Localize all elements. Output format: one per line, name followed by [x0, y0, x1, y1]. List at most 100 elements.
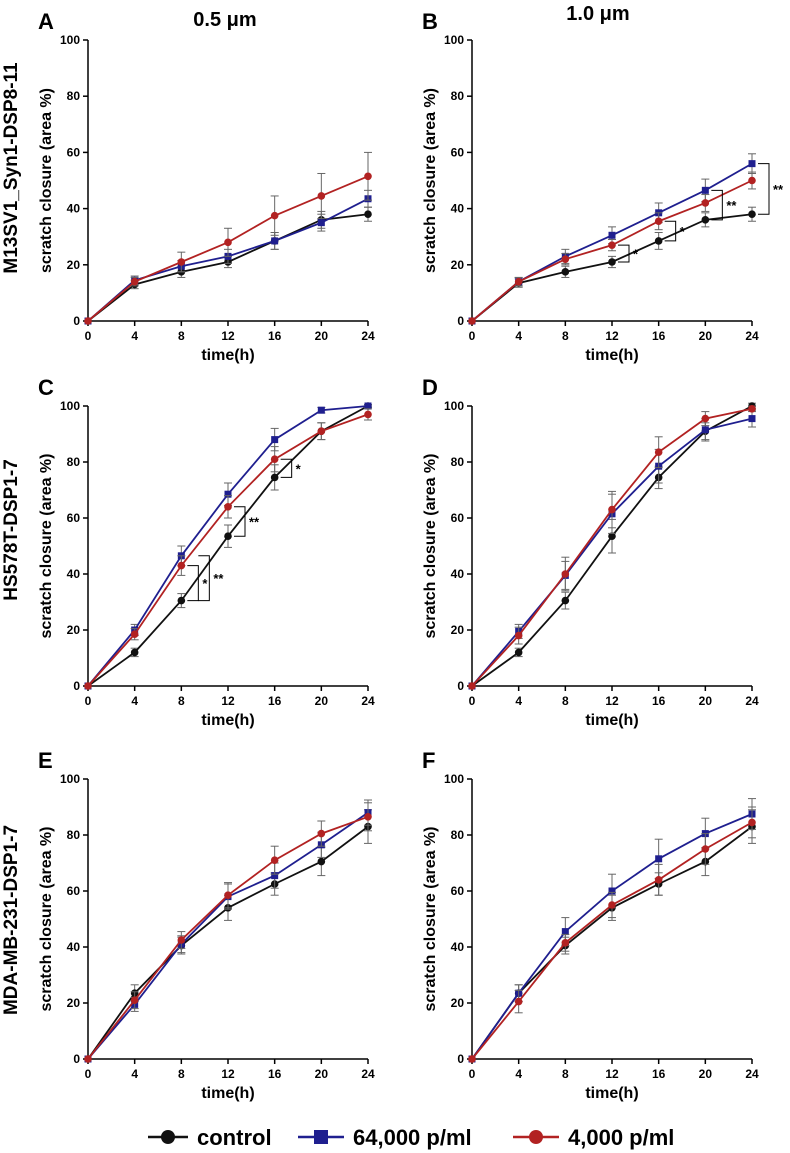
x-tick-label-c-4: 4: [131, 694, 138, 708]
point-b-2-1: [514, 277, 523, 286]
point-f-2-1: [514, 997, 523, 1006]
y-axis-label-c: scratch closure (area %): [38, 454, 55, 639]
legend-label-control: control: [197, 1125, 272, 1150]
series-a-0: [84, 206, 372, 325]
series-line-e-1: [87, 811, 369, 1060]
point-c-0-4: [270, 473, 279, 482]
y-tick-label-e-80: 80: [67, 828, 81, 842]
x-axis-label-e: time(h): [201, 1085, 254, 1102]
x-tick-label-c-12: 12: [221, 694, 235, 708]
y-tick-label-c-100: 100: [60, 399, 80, 413]
point-d-2-2: [561, 570, 570, 578]
x-tick-label-a-16: 16: [268, 329, 282, 343]
panel-letter-c: C: [38, 375, 54, 400]
y-tick-label-b-40: 40: [451, 202, 465, 216]
legend-label-4000: 4,000 p/ml: [568, 1125, 674, 1150]
x-tick-label-d-8: 8: [562, 694, 569, 708]
point-e-2-2: [177, 936, 186, 944]
panel-letter-a: A: [38, 9, 54, 34]
point-b-2-0: [468, 317, 476, 325]
x-tick-label-b-8: 8: [562, 329, 569, 343]
x-tick-label-e-4: 4: [131, 1067, 138, 1081]
legend-marker-4000: [529, 1130, 543, 1144]
row-label-m13sv1: M13SV1_Syn1-DSP8-11: [1, 62, 22, 274]
point-c-2-5: [317, 427, 326, 436]
point-c-2-4: [270, 455, 279, 464]
y-axis-label-f: scratch closure (area %): [422, 827, 439, 1012]
point-c-1-5: [317, 406, 325, 414]
x-tick-label-b-20: 20: [699, 329, 713, 343]
x-tick-label-c-20: 20: [315, 694, 329, 708]
x-tick-label-b-16: 16: [652, 329, 666, 343]
x-tick-label-e-12: 12: [221, 1067, 235, 1081]
y-tick-label-e-0: 0: [73, 1052, 80, 1066]
point-a-0-6: [364, 210, 372, 219]
panel-letter-f: F: [422, 748, 435, 773]
point-b-2-2: [561, 255, 570, 263]
significance-bracket-c-1: [198, 555, 210, 602]
y-tick-label-f-100: 100: [444, 772, 464, 786]
point-b-1-5: [701, 186, 709, 194]
y-tick-label-c-0: 0: [73, 679, 80, 693]
y-tick-label-b-20: 20: [451, 258, 465, 272]
x-tick-label-f-20: 20: [699, 1067, 713, 1081]
x-tick-label-e-20: 20: [315, 1067, 329, 1081]
significance-bracket-b-0: [618, 244, 630, 263]
point-d-2-5: [701, 414, 710, 423]
x-tick-label-e-24: 24: [361, 1067, 375, 1081]
x-tick-label-d-24: 24: [745, 694, 759, 708]
x-tick-label-f-24: 24: [745, 1067, 759, 1081]
x-tick-label-e-16: 16: [268, 1067, 282, 1081]
point-d-2-6: [748, 405, 756, 413]
y-tick-label-a-0: 0: [73, 314, 80, 328]
legend-marker-64000: [314, 1130, 328, 1144]
y-tick-label-a-20: 20: [67, 258, 81, 272]
point-b-2-6: [748, 176, 756, 185]
x-tick-label-c-16: 16: [268, 694, 282, 708]
x-tick-label-d-12: 12: [605, 694, 619, 708]
point-f-1-2: [561, 928, 569, 936]
point-e-2-0: [84, 1055, 92, 1063]
panel-letter-e: E: [38, 748, 53, 773]
series-c-2: [84, 408, 372, 690]
series-line-f-1: [471, 813, 753, 1060]
y-axis-label-d: scratch closure (area %): [422, 454, 439, 639]
panel-c: C 0 20 40 60 80 100 0 4 8 12 16 20 24 time(h) scratch c…: [38, 375, 375, 729]
y-tick-label-e-60: 60: [67, 884, 81, 898]
x-tick-label-b-12: 12: [605, 329, 619, 343]
point-c-2-6: [364, 410, 372, 419]
significance-bracket-b-2: [711, 189, 723, 221]
y-tick-label-d-80: 80: [451, 455, 465, 469]
y-tick-label-c-40: 40: [67, 567, 81, 581]
point-d-2-0: [468, 682, 476, 690]
y-tick-label-f-40: 40: [451, 940, 465, 954]
y-tick-label-d-60: 60: [451, 511, 465, 525]
point-e-2-3: [224, 891, 232, 899]
panel-letter-b: B: [422, 9, 438, 34]
significance-bracket-c-0: [187, 565, 199, 602]
point-d-2-4: [654, 448, 663, 457]
series-d-2: [468, 405, 756, 690]
y-tick-label-e-40: 40: [67, 940, 81, 954]
y-tick-label-c-80: 80: [67, 455, 81, 469]
significance-label-b-2: **: [726, 198, 737, 213]
x-axis-label-b: time(h): [585, 347, 638, 364]
x-tick-label-f-8: 8: [562, 1067, 569, 1081]
y-tick-label-d-0: 0: [457, 679, 464, 693]
significance-label-b-3: **: [773, 182, 784, 197]
y-tick-label-f-0: 0: [457, 1052, 464, 1066]
point-f-1-4: [655, 855, 663, 863]
legend-marker-control: [161, 1130, 175, 1144]
point-b-2-3: [608, 241, 616, 249]
panel-a: A 0 20 40 60 80 100 0 4 8 12 16 20 24 time(h) scratch c…: [38, 9, 375, 364]
x-tick-label-f-4: 4: [515, 1067, 522, 1081]
point-e-2-4: [270, 856, 279, 864]
point-b-0-4: [654, 237, 663, 245]
significance-bracket-c-2: [234, 506, 246, 537]
point-b-0-2: [561, 268, 570, 276]
point-a-2-6: [364, 172, 372, 181]
x-tick-label-f-0: 0: [469, 1067, 476, 1081]
y-tick-label-c-60: 60: [67, 511, 81, 525]
point-c-2-3: [224, 503, 232, 511]
series-line-c-2: [87, 413, 369, 687]
